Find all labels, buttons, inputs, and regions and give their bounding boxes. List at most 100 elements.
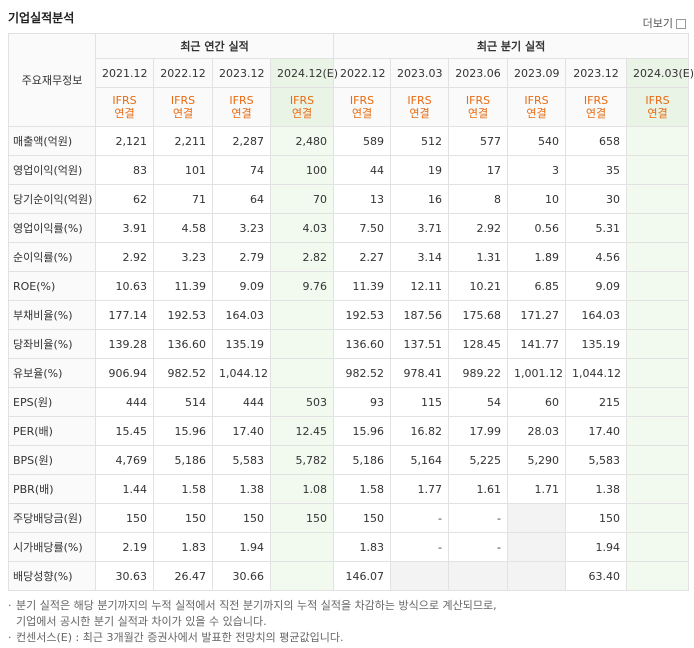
- value-cell: 5,290: [507, 445, 567, 475]
- value-cell: 5,186: [153, 445, 213, 475]
- value-cell: 1.44: [95, 474, 154, 504]
- value-cell: 1,001.12: [507, 358, 567, 388]
- value-cell: 17.99: [448, 416, 509, 446]
- value-cell: 137.51: [390, 329, 450, 359]
- basis: IFRS: [465, 94, 491, 107]
- row-label: PBR(배): [8, 474, 96, 504]
- data-row: BPS(원) 4,769 5,186 5,583 5,782 5,186 5,164 5,22…: [8, 445, 690, 475]
- basis: IFRS: [407, 94, 432, 107]
- value-cell: 2,121: [95, 126, 154, 156]
- value-cell: [626, 445, 690, 475]
- value-cell: [269, 329, 335, 359]
- basis: IFRS: [112, 94, 137, 107]
- data-row: 순이익률(%) 2.92 3.23 2.79 2.82 2.27 3.14 1.31 1.89 4…: [8, 242, 690, 272]
- value-cell: 135.19: [212, 329, 271, 359]
- value-cell: 2,211: [153, 126, 213, 156]
- scope: 연결: [231, 107, 252, 120]
- value-cell: 177.14: [95, 300, 154, 330]
- value-cell: -: [448, 532, 509, 562]
- value-cell: 28.03: [507, 416, 567, 446]
- value-cell: 150: [333, 503, 392, 533]
- value-cell: 150: [269, 503, 335, 533]
- basis: IFRS: [349, 94, 375, 107]
- value-cell: 577: [448, 126, 509, 156]
- more-icon[interactable]: [676, 19, 686, 29]
- value-cell: 5,186: [333, 445, 392, 475]
- basis-header: IFRS 연결: [565, 87, 628, 127]
- value-cell: -: [448, 503, 509, 533]
- scope: 연결: [409, 107, 430, 120]
- value-cell: 11.39: [333, 271, 392, 301]
- value-cell: 62: [95, 184, 154, 214]
- row-label: EPS(원): [8, 387, 96, 417]
- scope: 연결: [172, 107, 194, 120]
- value-cell: 1.83: [333, 532, 392, 562]
- basis-header: IFRS 연결: [626, 87, 690, 127]
- value-cell: [626, 155, 690, 185]
- value-cell: [269, 561, 335, 591]
- basis: IFRS: [583, 94, 609, 107]
- corner-cell: 주요재무정보: [8, 33, 96, 127]
- value-cell: [626, 503, 690, 533]
- value-cell: 982.52: [153, 358, 213, 388]
- value-cell: 5.31: [565, 213, 628, 243]
- value-cell: [626, 213, 690, 243]
- value-cell: 2,287: [212, 126, 271, 156]
- data-row: 배당성향(%) 30.63 26.47 30.66 146.07 63.40: [8, 561, 690, 591]
- value-cell: 2.19: [95, 532, 154, 562]
- value-cell: 175.68: [448, 300, 509, 330]
- value-cell: 1.71: [507, 474, 567, 504]
- value-cell: 989.22: [448, 358, 509, 388]
- more-link[interactable]: 더보기: [643, 15, 686, 31]
- value-cell: 93: [333, 387, 392, 417]
- value-cell: 2,480: [269, 126, 335, 156]
- value-cell: 3.71: [390, 213, 450, 243]
- value-cell: 503: [269, 387, 335, 417]
- value-cell: 64: [212, 184, 271, 214]
- value-cell: 2.92: [95, 242, 154, 272]
- basis-header: IFRS 연결: [95, 87, 154, 127]
- basis: IFRS: [289, 94, 315, 107]
- scope: 연결: [291, 107, 313, 120]
- more-text[interactable]: 더보기: [642, 17, 673, 30]
- value-cell: 15.45: [95, 416, 154, 446]
- note: 컨센서스(E) : 최근 3개월간 증권사에서 발표한 전망치의 평균값입니다.: [8, 630, 497, 646]
- data-row: PBR(배) 1.44 1.58 1.38 1.08 1.58 1.77 1.61 1.71 1.…: [8, 474, 690, 504]
- value-cell: 5,225: [448, 445, 509, 475]
- value-cell: 128.45: [448, 329, 509, 359]
- value-cell: [626, 126, 690, 156]
- value-cell: 1.77: [390, 474, 450, 504]
- value-cell: 141.77: [507, 329, 567, 359]
- value-cell: 4.56: [565, 242, 628, 272]
- value-cell: 12.45: [269, 416, 335, 446]
- value-cell: [448, 561, 509, 591]
- basis-header: IFRS 연결: [153, 87, 213, 127]
- row-label: 부채비율(%): [8, 300, 96, 330]
- value-cell: 3.23: [153, 242, 213, 272]
- value-cell: 589: [333, 126, 392, 156]
- value-cell: 150: [565, 503, 628, 533]
- value-cell: 4.03: [269, 213, 335, 243]
- period-header: 2023.12: [212, 58, 271, 88]
- value-cell: 4.58: [153, 213, 213, 243]
- value-cell: 71: [153, 184, 213, 214]
- row-label: 유보율(%): [8, 358, 96, 388]
- value-cell: 1,044.12: [565, 358, 628, 388]
- value-cell: 2.92: [448, 213, 509, 243]
- row-label: 영업이익률(%): [8, 213, 96, 243]
- value-cell: [507, 503, 567, 533]
- value-cell: 5,782: [269, 445, 335, 475]
- basis-header: IFRS 연결: [269, 87, 335, 127]
- value-cell: 13: [333, 184, 392, 214]
- basis-header: IFRS 연결: [390, 87, 450, 127]
- data-row: 시가배당률(%) 2.19 1.83 1.94 1.83- -1.94: [8, 532, 690, 562]
- value-cell: 171.27: [507, 300, 567, 330]
- value-cell: 1.08: [269, 474, 335, 504]
- value-cell: 5,583: [212, 445, 271, 475]
- group-header: 최근 분기 실적: [333, 33, 690, 59]
- value-cell: 17.40: [565, 416, 628, 446]
- data-row: 당좌비율(%) 139.28 136.60 135.19 136.60 137.51 128…: [8, 329, 690, 359]
- data-row: 영업이익(억원) 83 101 74 100 44 19 17 3 35: [8, 155, 690, 185]
- row-label: 순이익률(%): [8, 242, 96, 272]
- value-cell: 12.11: [390, 271, 450, 301]
